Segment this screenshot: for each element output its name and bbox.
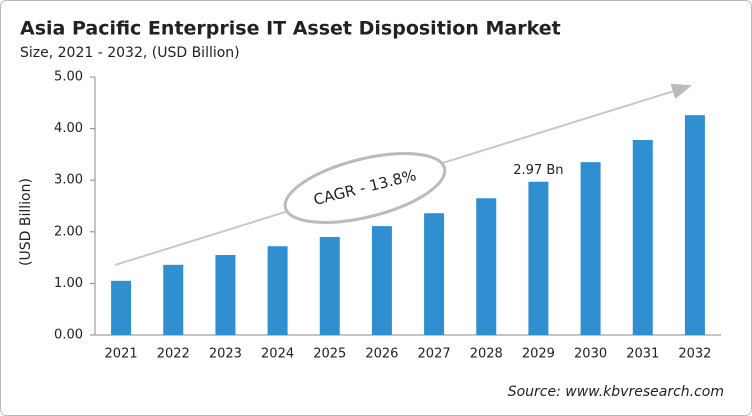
x-tick-label: 2024 <box>261 347 294 362</box>
x-tick-label: 2027 <box>418 347 451 362</box>
chart-subtitle: Size, 2021 - 2032, (USD Billion) <box>20 45 240 61</box>
chart-title: Asia Pacific Enterprise IT Asset Disposi… <box>20 18 561 40</box>
x-tick-label: 2028 <box>470 347 503 362</box>
y-axis-label: (USD Billion) <box>18 178 34 266</box>
x-tick-label: 2025 <box>313 347 346 362</box>
bar <box>424 213 445 335</box>
source: Source: www.kbvresearch.com <box>508 384 724 400</box>
y-tick-label: 3.00 <box>54 173 83 188</box>
x-tick-label: 2023 <box>209 347 242 362</box>
x-tick-label: 2021 <box>105 347 138 362</box>
x-tick-label: 2029 <box>522 347 555 362</box>
bar <box>111 280 132 335</box>
bar <box>684 115 705 336</box>
y-tick-label: 2.00 <box>54 224 83 239</box>
value-label: 2.97 Bn <box>513 163 563 178</box>
cagr-ellipse <box>283 152 447 224</box>
bar <box>371 226 392 335</box>
x-tick-label: 2030 <box>574 347 607 362</box>
bar <box>267 246 288 335</box>
x-tick-label: 2031 <box>626 347 659 362</box>
y-tick-label: 4.00 <box>54 121 83 136</box>
y-tick-label: 1.00 <box>54 276 83 291</box>
bar <box>319 236 340 335</box>
x-tick-label: 2026 <box>365 347 398 362</box>
bar <box>476 198 497 335</box>
x-tick-label: 2022 <box>157 347 190 362</box>
bar <box>215 255 236 335</box>
bar <box>528 181 549 335</box>
bar <box>580 162 601 335</box>
y-tick-label: 5.00 <box>54 70 83 85</box>
x-tick-label: 2032 <box>678 347 711 362</box>
bar <box>163 264 184 335</box>
bar <box>632 139 653 335</box>
y-tick-label: 0.00 <box>54 328 83 343</box>
